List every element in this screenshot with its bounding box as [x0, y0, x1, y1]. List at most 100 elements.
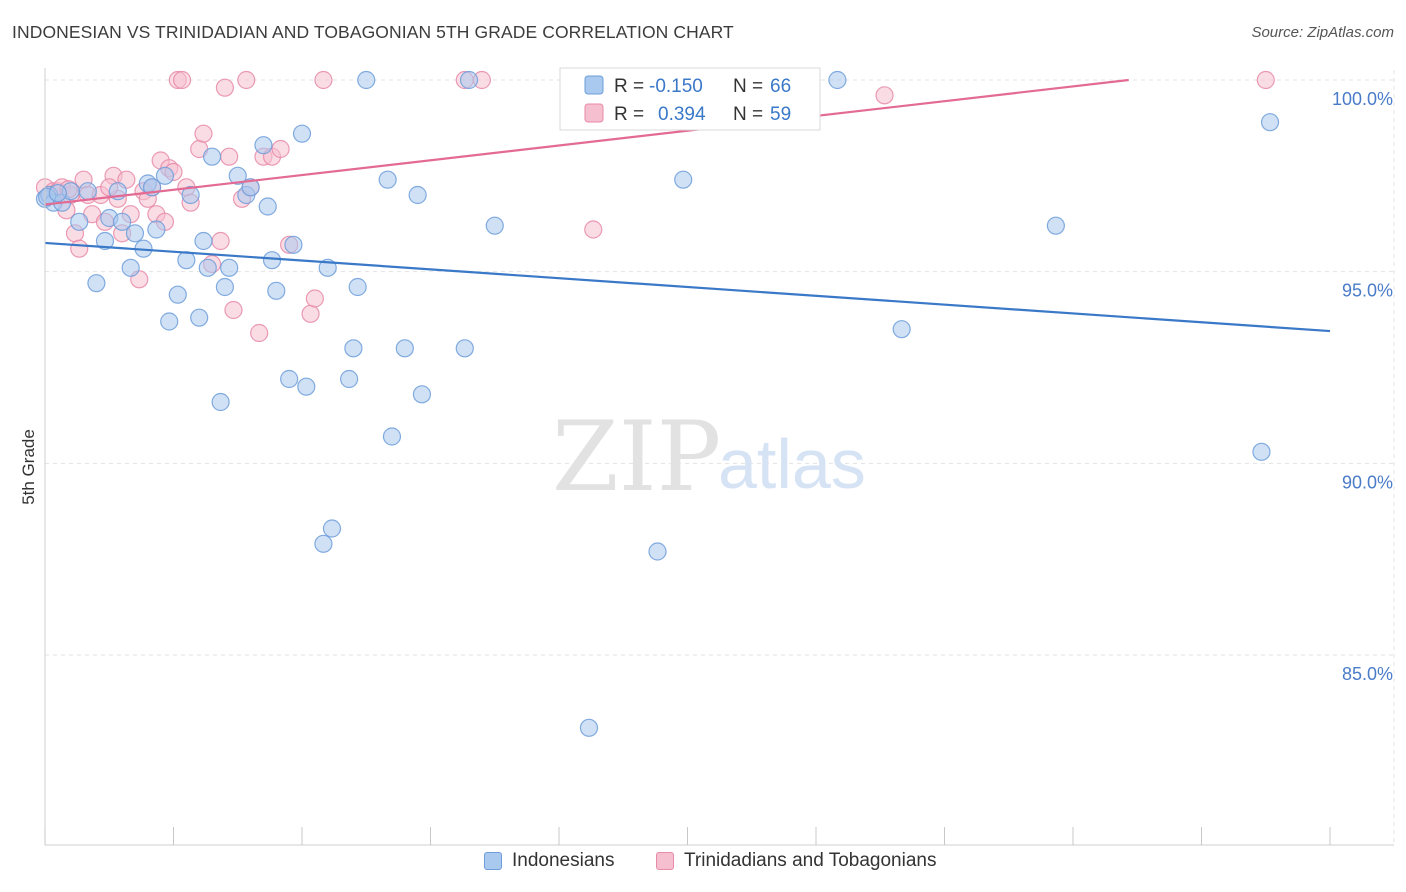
data-point-indonesians — [254, 136, 273, 155]
trendline-indonesians — [44, 241, 1331, 333]
data-point-indonesians — [284, 235, 303, 254]
data-point-indonesians — [211, 392, 230, 412]
data-point-indonesians — [344, 339, 363, 358]
data-point-indonesians — [112, 212, 132, 231]
data-point-indonesians — [190, 308, 209, 327]
legend-label-indonesians: Indonesians — [512, 850, 615, 871]
data-point-indonesians — [579, 718, 599, 737]
data-point-indonesians — [147, 220, 166, 239]
watermark-atlas: atlas — [718, 425, 866, 503]
data-point-indonesians — [459, 70, 479, 90]
data-point-indonesians — [168, 285, 187, 304]
data-point-trinidadians — [237, 70, 256, 90]
data-point-indonesians — [378, 170, 397, 189]
data-point-trinidadians — [220, 147, 239, 166]
y-tick-label: 100.0% — [1332, 89, 1393, 109]
data-point-indonesians — [70, 212, 89, 231]
data-point-indonesians — [314, 534, 333, 553]
data-point-trinidadians — [584, 220, 603, 239]
data-point-indonesians — [215, 277, 234, 297]
data-point-indonesians — [177, 251, 196, 270]
data-point-indonesians — [280, 369, 299, 389]
data-point-trinidadians — [194, 124, 213, 143]
data-point-indonesians — [228, 166, 247, 185]
y-tick-label: 85.0% — [1342, 664, 1393, 684]
data-point-indonesians — [297, 377, 316, 396]
data-point-indonesians — [322, 519, 342, 538]
trend-layer — [44, 78, 1331, 333]
data-point-indonesians — [382, 427, 402, 446]
data-point-indonesians — [194, 231, 213, 251]
data-point-indonesians — [348, 277, 367, 297]
data-point-indonesians — [48, 183, 67, 203]
trendline-trinidadians — [44, 78, 1129, 206]
stats-r-label-1: R = — [614, 76, 644, 97]
data-point-indonesians — [95, 231, 115, 251]
plot-area: ZIP atlas 85.0%90.0%95.0%100.0%0.0%30.0%… — [19, 67, 1395, 846]
stats-n-label-1: N = — [733, 76, 763, 97]
data-point-indonesians — [357, 70, 376, 90]
watermark: ZIP atlas — [552, 401, 866, 513]
data-point-indonesians — [241, 178, 260, 197]
stats-n-value-1: 66 — [770, 76, 791, 97]
data-point-trinidadians — [271, 139, 290, 159]
data-point-indonesians — [160, 312, 179, 331]
y-tick-label: 90.0% — [1342, 472, 1393, 492]
data-point-indonesians — [412, 385, 432, 404]
data-point-indonesians — [220, 258, 239, 277]
y-axis-label: 5th Grade — [19, 429, 38, 505]
data-point-trinidadians — [301, 304, 320, 323]
stats-r-value-2: 0.394 — [658, 104, 706, 125]
chart-title: INDONESIAN VS TRINIDADIAN AND TOBAGONIAN… — [12, 22, 734, 42]
data-point-indonesians — [408, 185, 427, 205]
data-point-indonesians — [648, 542, 667, 561]
data-point-indonesians — [267, 281, 286, 300]
stats-legend: R = -0.150 N = 66 R = 0.394 N = 59 — [559, 67, 821, 131]
data-point-indonesians — [78, 182, 97, 201]
axis-layer: 85.0%90.0%95.0%100.0%0.0%30.0% — [44, 68, 1394, 846]
data-point-trinidadians — [215, 78, 234, 97]
source-label: Source: ZipAtlas.com — [1251, 24, 1394, 41]
data-point-indonesians — [198, 258, 217, 277]
data-point-trinidadians — [314, 70, 333, 90]
data-point-indonesians — [1252, 442, 1271, 461]
stats-r-label-2: R = — [614, 104, 644, 125]
stats-n-value-2: 59 — [770, 104, 791, 125]
legend-label-trinidadians: Trinidadians and Tobagonians — [684, 850, 937, 871]
data-point-trinidadians — [875, 86, 894, 105]
legend-item-trinidadians: Trinidadians and Tobagonians — [656, 850, 936, 872]
data-point-indonesians — [202, 147, 222, 166]
data-point-indonesians — [395, 339, 414, 358]
data-point-indonesians — [292, 124, 312, 143]
data-point-indonesians — [674, 170, 693, 189]
stats-legend-swatch-pink — [584, 103, 604, 123]
data-point-indonesians — [181, 185, 200, 205]
data-point-indonesians — [485, 216, 504, 235]
data-point-indonesians — [455, 339, 474, 358]
data-point-trinidadians — [172, 70, 192, 90]
data-point-indonesians — [87, 274, 106, 293]
stats-r-value-1: -0.150 — [649, 76, 703, 97]
data-point-indonesians — [121, 258, 140, 277]
data-point-indonesians — [155, 166, 175, 185]
data-point-trinidadians — [224, 300, 243, 320]
data-point-trinidadians — [250, 323, 269, 343]
data-point-trinidadians — [211, 231, 230, 251]
data-point-indonesians — [892, 320, 911, 339]
data-point-trinidadians — [305, 289, 324, 308]
legend-swatch-trinidadians — [656, 852, 674, 870]
legend-swatch-indonesians — [484, 852, 502, 870]
data-point-indonesians — [258, 197, 277, 216]
data-point-indonesians — [125, 224, 145, 243]
y-tick-label: 95.0% — [1342, 281, 1393, 301]
data-point-indonesians — [340, 369, 359, 389]
data-point-indonesians — [262, 251, 282, 270]
data-point-indonesians — [1046, 216, 1065, 235]
watermark-zip: ZIP — [552, 401, 721, 513]
data-point-trinidadians — [70, 239, 89, 258]
data-point-indonesians — [828, 70, 847, 90]
data-point-trinidadians — [1256, 70, 1275, 90]
stats-n-label-2: N = — [733, 104, 763, 125]
legend-item-indonesians: Indonesians — [484, 850, 614, 872]
bottom-legend: Indonesians Trinidadians and Tobagonians — [0, 850, 1406, 880]
